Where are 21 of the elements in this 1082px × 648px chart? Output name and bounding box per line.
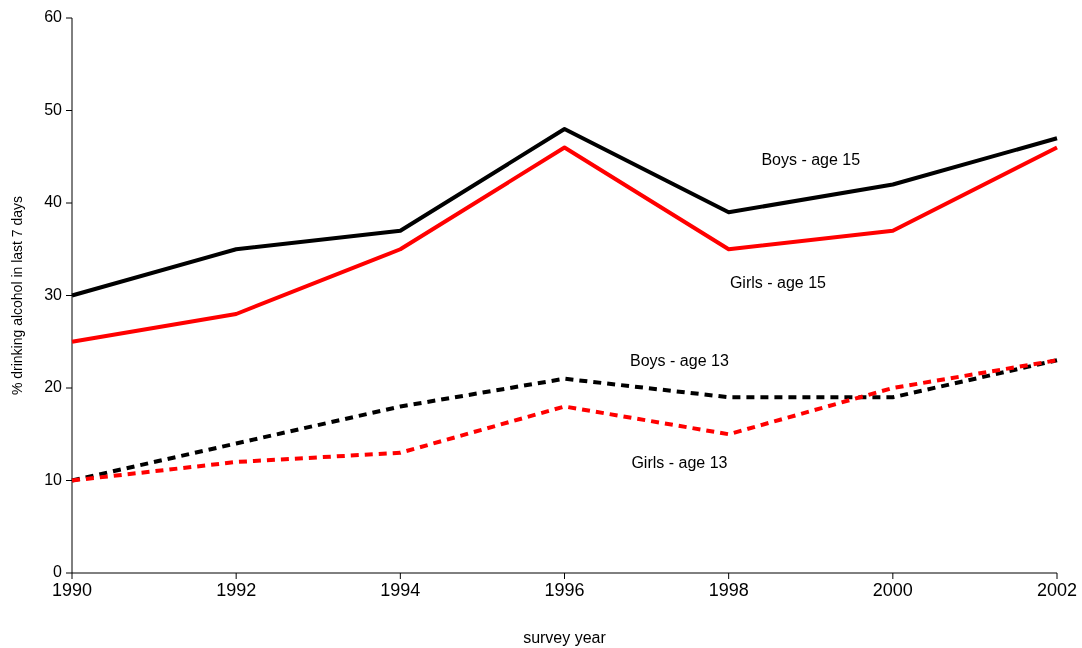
series-label: Girls - age 13 (631, 454, 728, 472)
y-tick-label: 30 (44, 285, 63, 303)
y-tick-label: 10 (44, 470, 63, 488)
x-axis-title: survey year (523, 629, 607, 646)
series-label: Boys - age 15 (761, 150, 861, 168)
x-tick-label: 1992 (216, 580, 257, 600)
x-tick-label: 1998 (708, 580, 749, 600)
series-label: Girls - age 15 (729, 273, 827, 291)
series-label: Boys - age 13 (630, 351, 729, 369)
y-tick-label: 50 (44, 100, 63, 118)
y-tick-label: 0 (53, 563, 63, 581)
x-tick-label: 1996 (544, 580, 585, 600)
x-tick-label: 1990 (51, 580, 93, 600)
x-tick-label: 2002 (1036, 580, 1078, 600)
x-tick-label: 1994 (380, 580, 421, 600)
x-tick-label: 2000 (872, 580, 913, 600)
line-series (70, 145, 1059, 344)
y-tick-label: 20 (44, 378, 63, 396)
y-axis-title: % drinking alcohol in last 7 days (9, 195, 25, 396)
y-tick-label: 40 (44, 193, 63, 211)
y-tick-label: 60 (44, 8, 63, 26)
